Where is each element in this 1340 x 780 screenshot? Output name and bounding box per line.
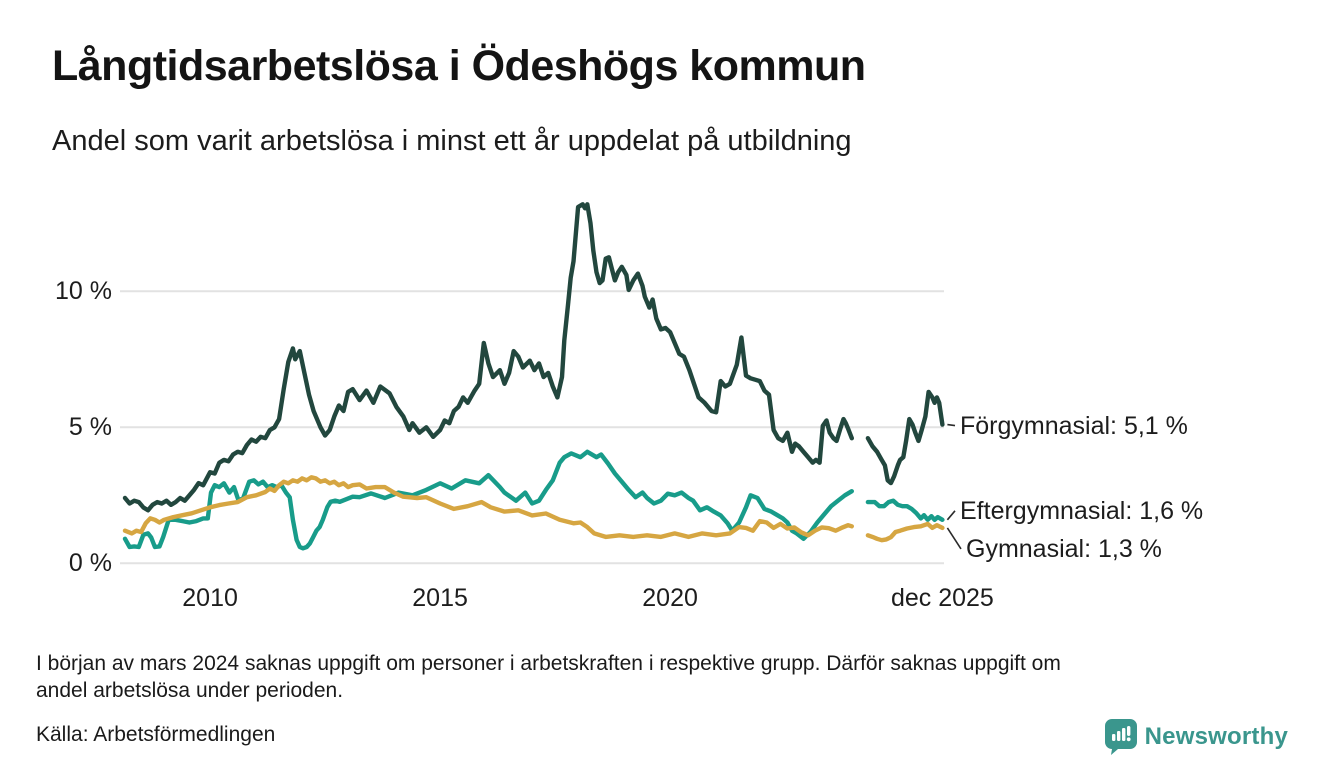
y-axis-tick-label: 10 % <box>55 277 112 306</box>
chart-footnote: I början av mars 2024 saknas uppgift om … <box>36 650 1061 704</box>
x-axis-tick-label: 2015 <box>412 584 468 612</box>
page-title: Långtidsarbetslösa i Ödeshögs kommun <box>52 42 866 90</box>
newsworthy-branding: Newsworthy <box>1104 719 1288 755</box>
series-line-förgymnasial <box>865 389 945 486</box>
series-end-label-eftergymnasial: Eftergymnasial: 1,6 % <box>960 496 1204 525</box>
series-line-eftergymnasial <box>122 449 854 551</box>
source-credit: Källa: Arbetsförmedlingen <box>36 723 276 746</box>
y-axis-tick-label: 5 % <box>68 413 112 442</box>
x-axis-tick-label: 2020 <box>642 584 698 612</box>
footnote-line-1: I början av mars 2024 saknas uppgift om … <box>36 652 1061 675</box>
series-end-label-förgymnasial: Förgymnasial: 5,1 % <box>960 411 1188 440</box>
series-line-gymnasial <box>865 521 945 543</box>
newsworthy-wordmark: Newsworthy <box>1144 723 1288 750</box>
series-end-label-gymnasial: Gymnasial: 1,3 % <box>966 534 1162 563</box>
series-line-eftergymnasial <box>865 498 945 522</box>
annotation-leader-line <box>947 423 956 427</box>
footnote-line-2: andel arbetslösa under perioden. <box>36 679 344 702</box>
chart-subtitle: Andel som varit arbetslösa i minst ett å… <box>52 125 852 157</box>
annotation-leader-line <box>946 510 956 521</box>
x-axis-tick-label: dec 2025 <box>890 584 994 612</box>
series-line-gymnasial <box>122 475 854 540</box>
y-axis-tick-label: 0 % <box>68 549 112 578</box>
annotation-leader-line <box>946 527 962 550</box>
x-axis-tick-label: 2010 <box>182 584 238 612</box>
series-line-förgymnasial <box>122 202 854 513</box>
newsworthy-speech-bubble-chart-icon <box>1104 719 1137 755</box>
